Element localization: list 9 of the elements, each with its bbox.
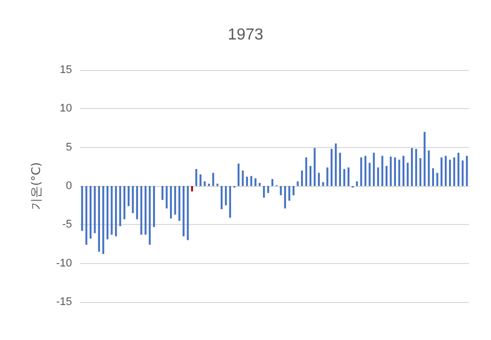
y-tick-label: 5 bbox=[66, 141, 72, 154]
y-tick-label: 0 bbox=[66, 180, 72, 192]
chart-title: 1973 bbox=[228, 26, 264, 44]
y-tick-label: 10 bbox=[60, 102, 72, 115]
y-tick-label: 15 bbox=[60, 64, 72, 76]
y-axis-title: 기온(°C) bbox=[29, 162, 43, 210]
y-tick-label: -10 bbox=[56, 257, 72, 270]
y-tick-label: -5 bbox=[62, 218, 72, 231]
y-tick-label: -15 bbox=[56, 296, 72, 308]
